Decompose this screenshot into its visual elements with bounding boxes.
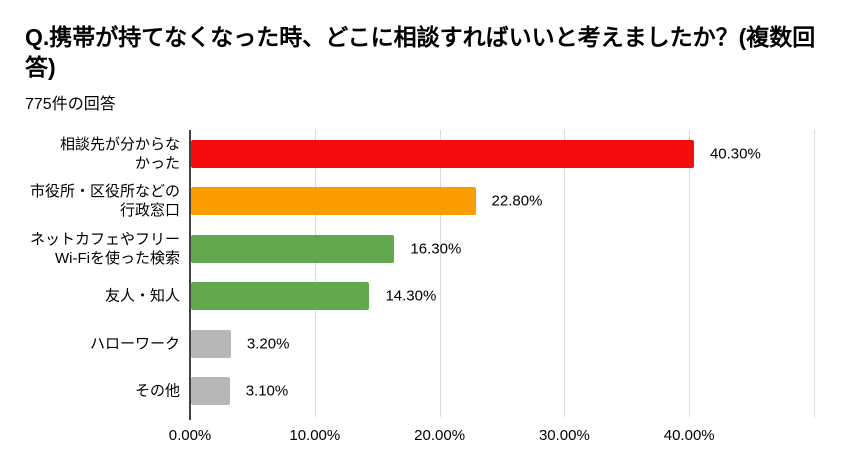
bar	[191, 234, 395, 263]
category-label: 市役所・区役所などの 行政窓口	[29, 183, 180, 220]
category-label: その他	[134, 382, 180, 400]
bar-row: ネットカフェやフリー Wi-Fiを使った検索 16.30%	[30, 231, 814, 267]
gridline	[439, 130, 441, 417]
bar-row: その他 3.10%	[135, 377, 814, 406]
chart-title: Q.携帯が持てなくなった時、どこに相談すればいいと考えましたか？(複数回答)	[25, 24, 816, 80]
bar	[191, 329, 231, 358]
gridline	[314, 130, 316, 417]
x-axis-tick-label: 40.00%	[663, 427, 715, 444]
y-axis-line	[189, 130, 191, 420]
value-label: 3.10%	[245, 382, 289, 400]
value-label: 40.30%	[709, 145, 761, 163]
category-label: 相談先が分からな かった	[59, 135, 180, 172]
value-label: 22.80%	[491, 192, 543, 210]
bar-row: 相談先が分からな かった 40.30%	[60, 136, 814, 172]
x-axis-tick-label: 0.00%	[168, 427, 212, 444]
gridline	[689, 130, 691, 417]
bar-row: ハローワーク 3.20%	[90, 329, 814, 358]
category-label: 友人・知人	[104, 287, 180, 305]
gridline	[564, 130, 566, 417]
category-label: ハローワーク	[89, 335, 180, 353]
bar	[191, 282, 370, 311]
bar	[191, 139, 694, 168]
bar	[191, 377, 230, 406]
bar	[191, 187, 476, 216]
bar-row: 市役所・区役所などの 行政窓口 22.80%	[30, 183, 814, 219]
plot-area: 0.00% 10.00% 20.00% 30.00% 40.00% 相談先が分からな かっ…	[30, 130, 815, 444]
response-count: 775件の回答	[25, 96, 116, 113]
bar-row: 友人・知人 14.30%	[105, 282, 814, 311]
value-label: 16.30%	[410, 240, 462, 258]
gridline	[814, 130, 815, 417]
x-axis-tick-label: 30.00%	[538, 427, 590, 444]
x-axis-tick-label: 20.00%	[414, 427, 466, 444]
x-axis-tick-label: 10.00%	[289, 427, 341, 444]
category-label: ネットカフェやフリー Wi-Fiを使った検索	[29, 230, 180, 267]
value-label: 14.30%	[385, 287, 437, 305]
value-label: 3.20%	[246, 335, 290, 353]
